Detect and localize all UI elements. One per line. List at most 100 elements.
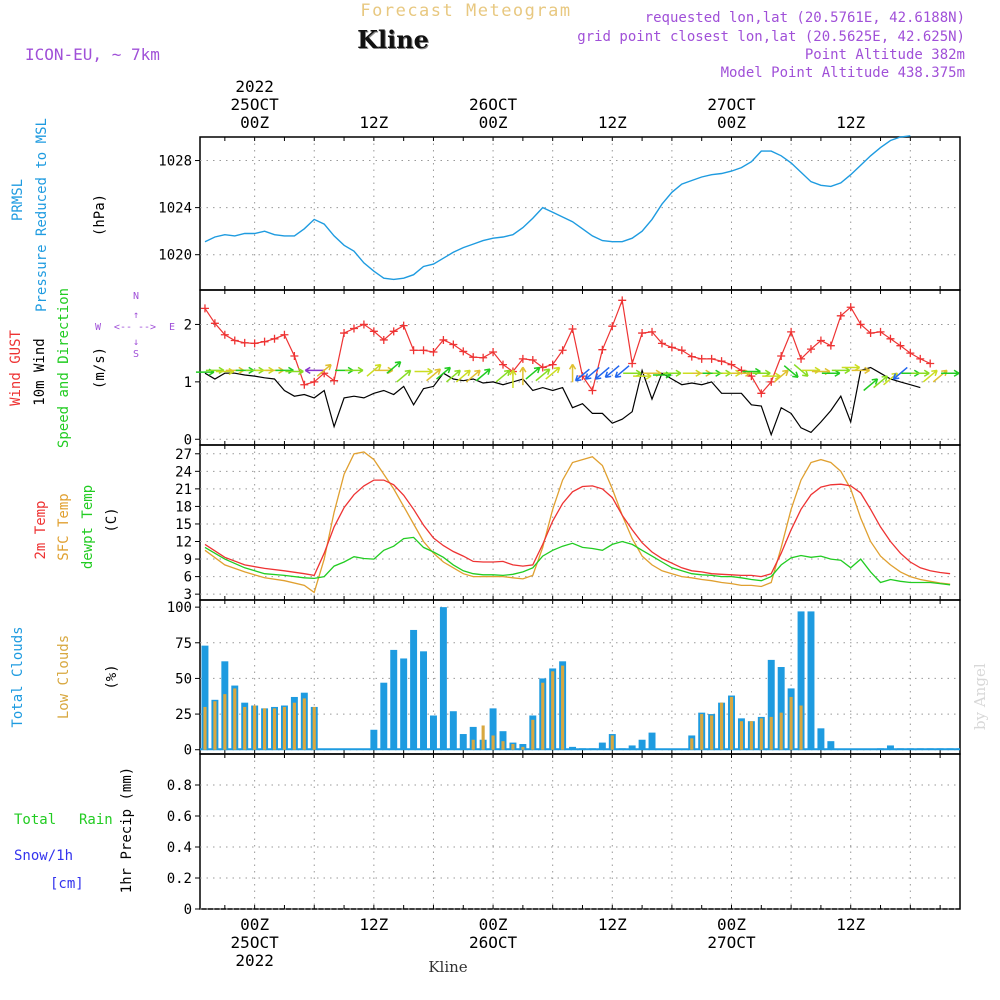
wind-arrow-shape [366,363,382,377]
gust-marker [578,372,587,381]
temp-ylabel-2m: 2m Temp [33,500,49,559]
gust-marker [757,389,766,398]
wind-arrow-shape [873,375,889,389]
total-cloud-bar [459,734,467,750]
top-time-label: 00Z [717,113,746,132]
clouds-panel-label: Total Clouds Low Clouds (%) [10,626,120,727]
wind-arrow-shape [436,366,452,380]
gust-marker [926,359,935,368]
wind-arrow-shape [475,368,491,382]
model-label: ICON-EU, ~ 7km [25,45,160,64]
total-cloud-bar [777,667,785,750]
gust-marker [846,303,855,312]
clouds-unit: (%) [104,664,120,689]
top-time-label: 27OCT [707,95,756,114]
low-cloud-bar [759,718,763,750]
wind-arrow-shape [386,360,402,374]
total-cloud-bar [817,728,825,750]
wind-speed-line [204,366,921,437]
wind-direction-arrow [831,366,851,375]
gust-marker [379,335,388,344]
wind-arrow-shape [662,369,682,377]
bottom-time-label: 27OCT [707,933,756,952]
low-cloud-bar [243,706,247,750]
low-cloud-bar [690,738,694,750]
wind-arrow-shape [584,366,600,380]
low-cloud-bar [511,744,515,750]
gust-marker [896,341,905,350]
total-cloud-bar [420,651,428,750]
total-cloud-bar [469,726,477,750]
gust-marker [210,319,219,328]
wind-arrow-shape [863,378,879,392]
pressure-ytick-label: 1024 [158,201,192,217]
low-cloud-bar [749,721,753,750]
total-cloud-bar [390,649,398,750]
low-cloud-bar [203,706,207,750]
total-cloud-bar [569,746,577,750]
wind-arrow-shape [941,369,960,377]
low-cloud-bar [789,696,793,750]
precip-cm-label: [cm] [50,876,84,892]
low-cloud-bar [769,716,773,750]
precip-panel: 0 0.2 0.4 0.6 0.8 [167,753,961,918]
gust-marker [270,334,279,343]
total-cloud-bar [906,748,914,750]
precip-snow-label: Snow/1h [14,848,73,864]
precip-ylabel: 1hr Precip (mm) [119,767,135,893]
gust-marker [787,327,796,336]
low-cloud-bar [799,705,803,750]
gust-marker [340,329,349,338]
total-cloud-bar [797,611,805,750]
wind-direction-arrow [773,369,789,383]
top-time-label: 25OCT [231,95,280,114]
wind-direction-arrow [366,363,382,377]
gust-marker [250,339,259,348]
precip-ytick-label: 0.6 [167,809,192,825]
wind-arrow-shape [509,369,517,388]
temperature-ytick-label: 9 [184,552,192,568]
low-cloud-bar [292,702,296,750]
top-time-label: 12Z [836,113,865,132]
wind-direction-arrow [316,363,332,377]
temperature-ytick-label: 24 [175,464,192,480]
wind-arrow-shape [545,366,561,380]
gust-marker [220,330,229,339]
pressure-line [204,135,911,281]
gust-marker [826,341,835,350]
bottom-time-label: 12Z [836,915,865,934]
requested-coords: requested lon,lat (20.5761E, 42.6188N) [645,10,965,26]
wind-direction-arrow [426,368,442,382]
clouds-ylabel-low: Low Clouds [56,635,72,719]
gust-marker [598,345,607,354]
wind-arrow-shape [396,369,412,383]
wind-direction-arrow [762,372,781,380]
wind-arrow-shape [831,366,851,375]
total-cloud-bar [628,745,636,750]
wind-arrow-shape [275,366,294,375]
compass-east: E [169,322,175,333]
gridpoint-coords: grid point closest lon,lat (20.5625E, 42… [577,29,965,45]
bottom-time-label: 26OCT [469,933,518,952]
gust-marker [389,327,398,336]
gust-marker [856,320,865,329]
gust-marker [816,336,825,345]
bottom-time-label: 00Z [717,915,746,934]
low-cloud-bar [272,708,277,750]
gust-marker [628,359,637,368]
pressure-panel-label: PRMSL Pressure Reduced to MSL (hPa) [10,118,108,312]
wind-arrow-shape [892,366,908,380]
wind-direction-arrow [344,366,364,375]
wind-direction-arrow [873,375,889,389]
gust-marker [429,348,438,356]
temperature-ytick-label: 18 [175,499,192,515]
gust-marker [399,321,408,330]
low-cloud-bar [481,725,485,750]
gust-marker [747,372,756,381]
precip-ytick-label: 0.4 [167,840,192,856]
wind-arrow-shape [316,363,332,377]
gust-marker [876,327,885,336]
wind-direction-arrow [396,369,412,383]
